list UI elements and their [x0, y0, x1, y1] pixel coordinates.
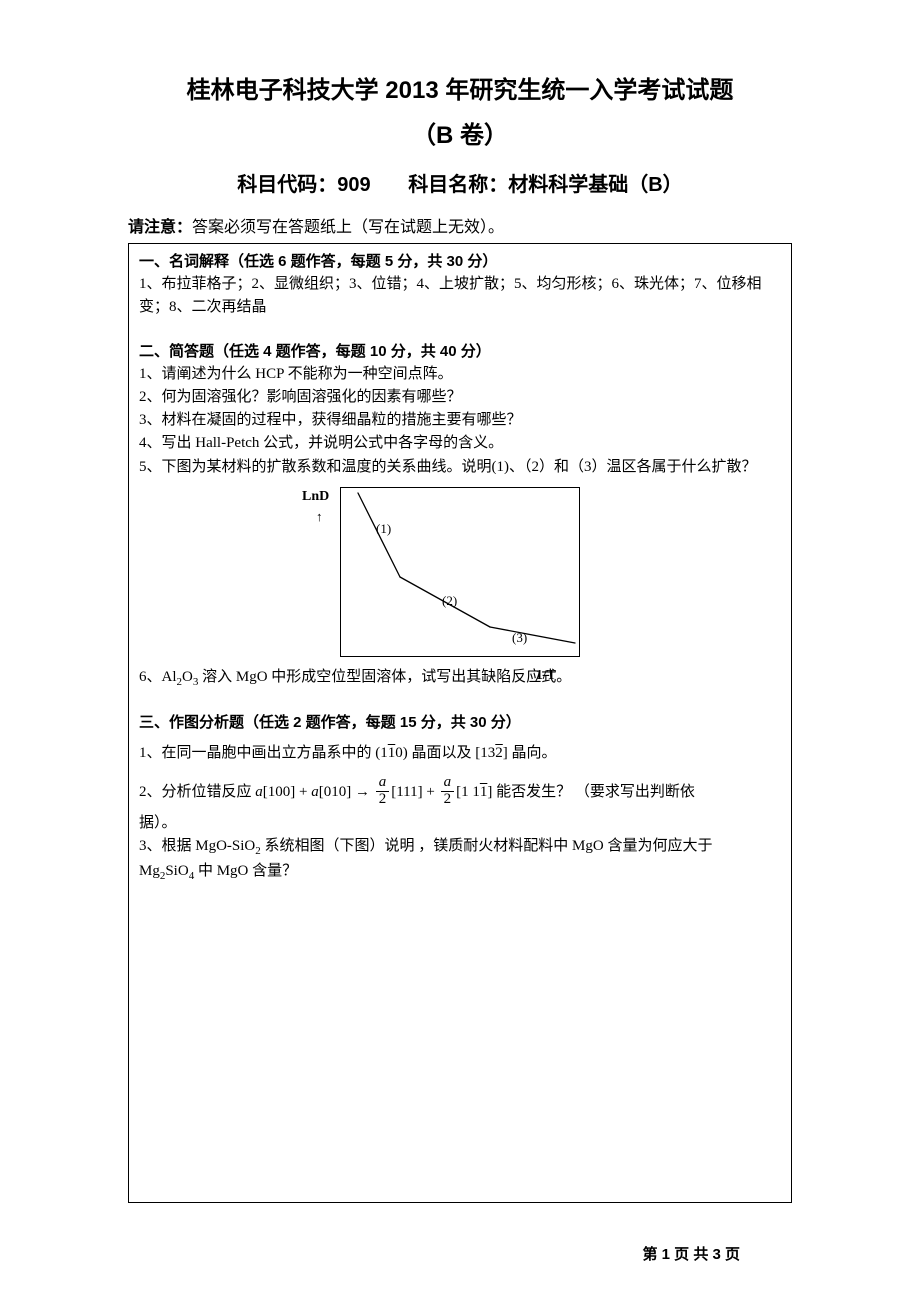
notice: 请注意：答案必须写在答题纸上（写在试题上无效）。 [128, 213, 792, 237]
subject-name: 科目名称：材料科学基础（B） [408, 174, 682, 196]
burgers-100: [100] [263, 784, 296, 800]
var-a1: a [255, 784, 263, 800]
section-1-body: 1、布拉菲格子；2、显微组织；3、位错；4、上坡扩散；5、均匀形核；6、珠光体；… [139, 273, 781, 320]
s3-q2: 2、分析位错反应 a[100] + a[010] → a2[111] + a2[… [139, 773, 781, 812]
s3-q3-b: 系统相图（下图）说明 ，镁质耐火材料配料中 MgO 含量为何应大于 [261, 838, 713, 854]
burgers-010: [010] [319, 784, 352, 800]
s3-q3-line2: Mg2SiO4 中 MgO 含量？ [139, 860, 781, 885]
page-subtitle: （B 卷） [128, 115, 792, 150]
s3-q3-d: SiO [165, 863, 188, 879]
plus-2: + [426, 784, 434, 800]
s2-q3: 3、材料在凝固的过程中，获得细晶粒的措施主要有哪些？ [139, 409, 781, 432]
page-title: 桂林电子科技大学 2013 年研究生统一入学考试试题 [128, 70, 792, 105]
s3-q2-a: 2、分析位错反应 [139, 784, 255, 800]
s3-q2-c: 据）。 [139, 812, 781, 835]
frac-2: a2 [441, 775, 455, 808]
s3-q3-e: 中 MgO 含量？ [194, 863, 297, 879]
chart-ylabel: LnD [302, 489, 329, 505]
s3-q3-line1: 3、根据 MgO-SiO2 系统相图（下图）说明 ，镁质耐火材料配料中 MgO … [139, 835, 781, 860]
s2-q5: 5、下图为某材料的扩散系数和温度的关系曲线。说明(1)、（2）和（3）温区各属于… [139, 456, 781, 479]
svg-text:(3): (3) [512, 630, 527, 645]
chart-svg: (1) (2) (3) [340, 487, 580, 657]
section-3-heading: 三、作图分析题（任选 2 题作答，每题 15 分，共 30 分） [139, 711, 781, 732]
subject-line: 科目代码：909 科目名称：材料科学基础（B） [128, 168, 792, 197]
s3-q3-c: Mg [139, 863, 160, 879]
diffusion-chart: LnD ↑ (1)(2)(3) → 1/T [139, 487, 781, 662]
chart-xlabel: 1/T [536, 668, 556, 684]
section-2-heading: 二、简答题（任选 4 题作答，每题 10 分，共 40 分） [139, 340, 781, 361]
burgers-11bar1: [1 11] [456, 784, 492, 800]
subject-code: 科目代码：909 [237, 174, 370, 196]
burgers-111: [111] [391, 784, 422, 800]
content-box: 一、名词解释（任选 6 题作答，每题 5 分，共 30 分） 1、布拉菲格子；2… [128, 243, 792, 1203]
frac-1: a2 [376, 775, 390, 808]
q6-tail: 溶入 MgO 中形成空位型固溶体，试写出其缺陷反应式。 [198, 669, 571, 685]
s2-q2: 2、何为固溶强化？影响固溶强化的因素有哪些？ [139, 386, 781, 409]
chart-inner: LnD ↑ (1)(2)(3) → 1/T [340, 487, 580, 662]
section-1-heading: 一、名词解释（任选 6 题作答，每题 5 分，共 30 分） [139, 250, 781, 271]
s3-q1-c: 晶向。 [512, 745, 557, 761]
var-a2: a [311, 784, 319, 800]
q6-o: O [182, 669, 193, 685]
chart-xarrow-icon: → [485, 666, 498, 682]
s3-q1: 1、在同一晶胞中画出立方晶系中的 (110) 晶面以及 [132] 晶向。 [139, 734, 781, 773]
page-footer: 第 1 页 共 3 页 [642, 1243, 740, 1264]
s2-q4: 4、写出 Hall-Petch 公式，并说明公式中各字母的含义。 [139, 432, 781, 455]
q6-prefix: 6、Al [139, 669, 177, 685]
s3-q3-a: 3、根据 MgO-SiO [139, 838, 255, 854]
plus-1: + [299, 784, 307, 800]
s2-q6: 6、Al2O3 溶入 MgO 中形成空位型固溶体，试写出其缺陷反应式。 [139, 666, 781, 691]
s3-q1-b: 晶面以及 [412, 745, 476, 761]
arrow-icon: → [355, 784, 370, 800]
s3-q2-b: 能否发生？ （要求写出判断依 [496, 784, 695, 800]
notice-label: 请注意： [128, 219, 192, 236]
miller-direction: [132] [475, 745, 508, 761]
s3-q1-a: 1、在同一晶胞中画出立方晶系中的 [139, 745, 372, 761]
s2-q1: 1、请阐述为什么 HCP 不能称为一种空间点阵。 [139, 363, 781, 386]
chart-yarrow-icon: ↑ [316, 509, 323, 525]
svg-text:(1): (1) [376, 521, 391, 536]
svg-text:(2): (2) [442, 593, 457, 608]
notice-text: 答案必须写在答题纸上（写在试题上无效）。 [192, 219, 504, 236]
miller-plane: (110) [375, 745, 408, 761]
